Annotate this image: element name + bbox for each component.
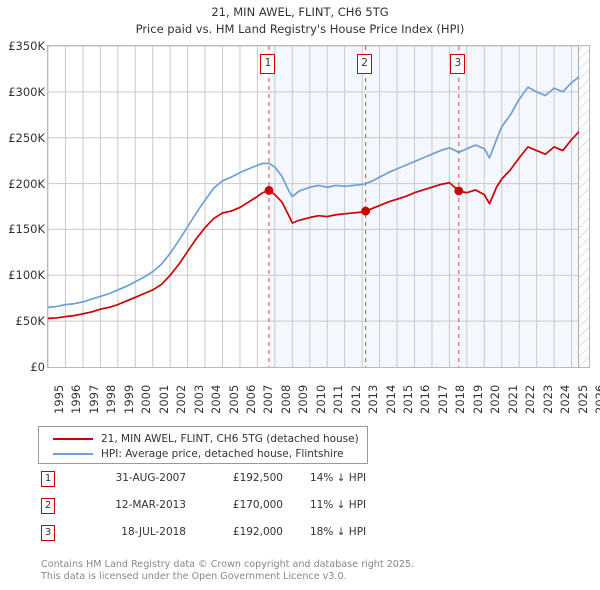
txn-delta-3: 18% ↓ HPI [310,526,367,538]
y-axis-tick-label: £200K [8,176,45,191]
x-axis-tick-label: 2010 [313,384,328,414]
x-axis-tick-label: 1999 [121,384,136,414]
x-axis-tick-label: 2002 [174,384,189,414]
legend-label-hpi: HPI: Average price, detached house, Flin… [101,448,344,460]
page-subtitle: Price paid vs. HM Land Registry's House … [135,22,465,36]
x-axis-tick-label: 1997 [86,384,101,414]
x-axis-tick-label: 2015 [401,384,416,414]
legend-item-property: 21, MIN AWEL, FLINT, CH6 5TG (detached h… [45,432,361,446]
txn-price-3: £192,000 [232,526,283,538]
chart-marker-flag-2: 2 [357,54,373,74]
footer-attribution: Contains HM Land Registry data © Crown c… [41,559,561,582]
legend-label-property: 21, MIN AWEL, FLINT, CH6 5TG (detached h… [101,433,359,445]
x-axis-tick-label: 2001 [156,384,171,414]
x-axis-tick-label: 2013 [366,384,381,414]
y-axis: £0 £50K £100K £150K £200K £250K £300K £350K [0,39,46,374]
table-row: 1 31-AUG-2007 £192,500 14% ↓ HPI [38,470,438,497]
x-axis-tick-label: 2016 [418,384,433,414]
y-axis-tick-label: £0 [30,360,45,374]
y-axis-tick-label: £300K [8,84,45,99]
x-axis-tick-label: 2018 [453,384,468,414]
x-axis-tick-label: 2023 [540,384,555,414]
chart-svg [48,46,589,367]
page-title: 21, MIN AWEL, FLINT, CH6 5TG [211,5,389,19]
x-axis-tick-label: 2017 [435,384,450,414]
footer-line-1: Contains HM Land Registry data © Crown c… [41,559,415,570]
x-axis-tick-label: 2011 [331,384,346,414]
y-axis-tick-label: £350K [8,39,45,53]
x-axis-tick-label: 2012 [348,384,363,414]
y-axis-tick-label: £250K [8,130,45,145]
x-axis-tick-label: 2026 [593,384,600,414]
txn-date-3: 18-JUL-2018 [121,526,186,538]
x-axis-tick-label: 2021 [505,384,520,414]
x-axis-tick-label: 2025 [575,384,590,414]
txn-badge-1: 1 [41,471,55,487]
chart-legend: 21, MIN AWEL, FLINT, CH6 5TG (detached h… [38,426,368,464]
legend-swatch-property [53,438,93,440]
y-axis-tick-label: £100K [8,268,45,283]
x-axis-tick-label: 2003 [191,384,206,414]
chart-marker-flag-3: 3 [450,54,466,74]
txn-badge-2: 2 [41,498,55,514]
y-axis-tick-label: £50K [15,314,46,329]
transactions-table: 1 31-AUG-2007 £192,500 14% ↓ HPI 2 12-MA… [38,470,438,551]
txn-badge-3: 3 [41,525,55,541]
x-axis-tick-label: 2008 [278,384,293,414]
x-axis-tick-label: 1998 [104,384,119,414]
chart-marker-flag-1: 1 [260,54,276,74]
x-axis-tick-label: 2000 [139,384,154,414]
x-axis-tick-label: 2005 [226,384,241,414]
txn-date-1: 31-AUG-2007 [115,472,186,484]
x-axis-tick-label: 2024 [558,384,573,414]
x-axis-tick-label: 2004 [209,384,224,414]
table-row: 3 18-JUL-2018 £192,000 18% ↓ HPI [38,524,438,551]
x-axis-tick-label: 2019 [470,384,485,414]
txn-date-2: 12-MAR-2013 [115,499,186,511]
x-axis-tick-label: 2020 [488,384,503,414]
table-row: 2 12-MAR-2013 £170,000 11% ↓ HPI [38,497,438,524]
x-axis: 1995 1996 1997 1998 1999 2000 2001 2002 2003 2004… [47,370,600,416]
legend-swatch-hpi [53,453,93,455]
x-axis-tick-label: 2006 [243,384,258,414]
x-axis-tick-label: 2009 [296,384,311,414]
txn-delta-1: 14% ↓ HPI [310,472,367,484]
x-axis-tick-label: 2007 [261,384,276,414]
txn-price-1: £192,500 [232,472,283,484]
x-axis-tick-label: 2014 [383,384,398,414]
chart-plot-area [47,45,590,368]
txn-delta-2: 11% ↓ HPI [310,499,367,511]
legend-item-hpi: HPI: Average price, detached house, Flin… [45,447,361,461]
title-block: 21, MIN AWEL, FLINT, CH6 5TG Price paid … [0,4,600,38]
footer-line-2: This data is licensed under the Open Gov… [41,570,347,582]
x-axis-tick-label: 2022 [523,384,538,414]
y-axis-tick-label: £150K [8,222,45,237]
txn-price-2: £170,000 [232,499,283,511]
x-axis-tick-label: 1996 [69,384,84,414]
x-axis-tick-label: 1995 [52,384,66,414]
